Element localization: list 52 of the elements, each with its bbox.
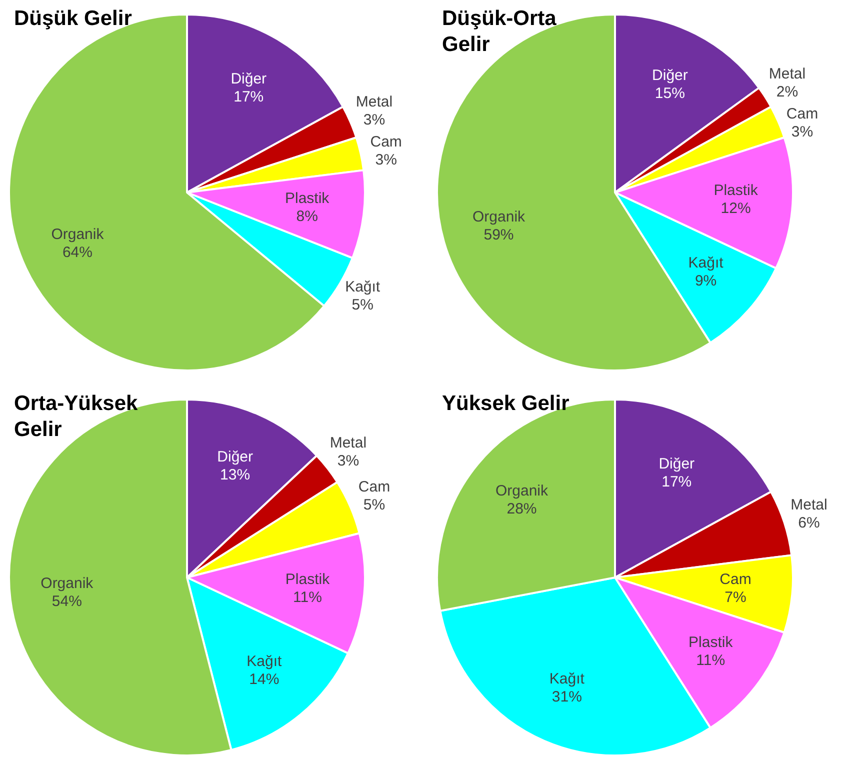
data-label: 5% <box>363 496 386 514</box>
data-label: 2% <box>776 83 798 100</box>
slice-label: Kağıt <box>688 254 724 272</box>
slice-label: Organik <box>495 482 548 500</box>
data-label: 17% <box>234 88 264 106</box>
slice-label: Organik <box>40 574 94 592</box>
data-label: 11% <box>293 589 322 606</box>
slice-label: Metal <box>790 496 828 514</box>
slice-label: Metal <box>330 434 367 452</box>
slice-label: Cam <box>358 478 390 496</box>
data-label: 59% <box>484 226 514 244</box>
data-label: 64% <box>62 244 92 262</box>
data-label: 13% <box>220 466 250 484</box>
slice-label: Cam <box>786 105 818 122</box>
data-label: 3% <box>791 123 814 140</box>
data-label: 7% <box>724 589 746 606</box>
slice-label: Diğer <box>230 70 267 88</box>
slice-label: Cam <box>720 571 752 588</box>
slice-label: Metal <box>356 94 393 111</box>
data-label: 31% <box>552 688 582 706</box>
data-label: 3% <box>337 452 360 470</box>
slice-label: Cam <box>370 134 402 151</box>
slice-label: Plastik <box>284 190 330 207</box>
chart-title: Orta-Yüksek Gelir <box>14 391 139 443</box>
data-label: 11% <box>696 652 726 669</box>
slice-label: Organik <box>472 208 526 226</box>
slice-label: Diğer <box>217 448 253 466</box>
data-label: 6% <box>798 514 820 532</box>
data-label: 14% <box>249 670 280 688</box>
data-label: 8% <box>296 208 318 225</box>
chart-title: Düşük-Orta Gelir <box>442 6 558 58</box>
data-label: 17% <box>662 473 692 490</box>
slice-label: Plastik <box>714 182 758 200</box>
data-label: 12% <box>720 200 751 218</box>
slice-label: Plastik <box>285 571 330 588</box>
slice-label: Diğer <box>652 66 688 84</box>
data-label: 5% <box>352 296 374 314</box>
chart-title: Yüksek Gelir <box>442 391 570 417</box>
chart-title: Düşük Gelir <box>14 6 133 32</box>
data-label: 3% <box>363 112 386 129</box>
data-label: 9% <box>694 272 717 290</box>
data-label: 3% <box>375 152 397 169</box>
slice-label: Kağıt <box>549 670 586 688</box>
data-label: 15% <box>654 84 685 102</box>
slice-label: Kağıt <box>345 278 381 296</box>
slice-label: Metal <box>768 65 806 82</box>
data-label: 54% <box>52 592 82 610</box>
slice-label: Kağıt <box>246 652 282 670</box>
slice-label: Organik <box>51 226 104 244</box>
slice-label: Diğer <box>658 455 695 472</box>
slice-label: Plastik <box>688 634 734 651</box>
data-label: 28% <box>506 500 537 518</box>
